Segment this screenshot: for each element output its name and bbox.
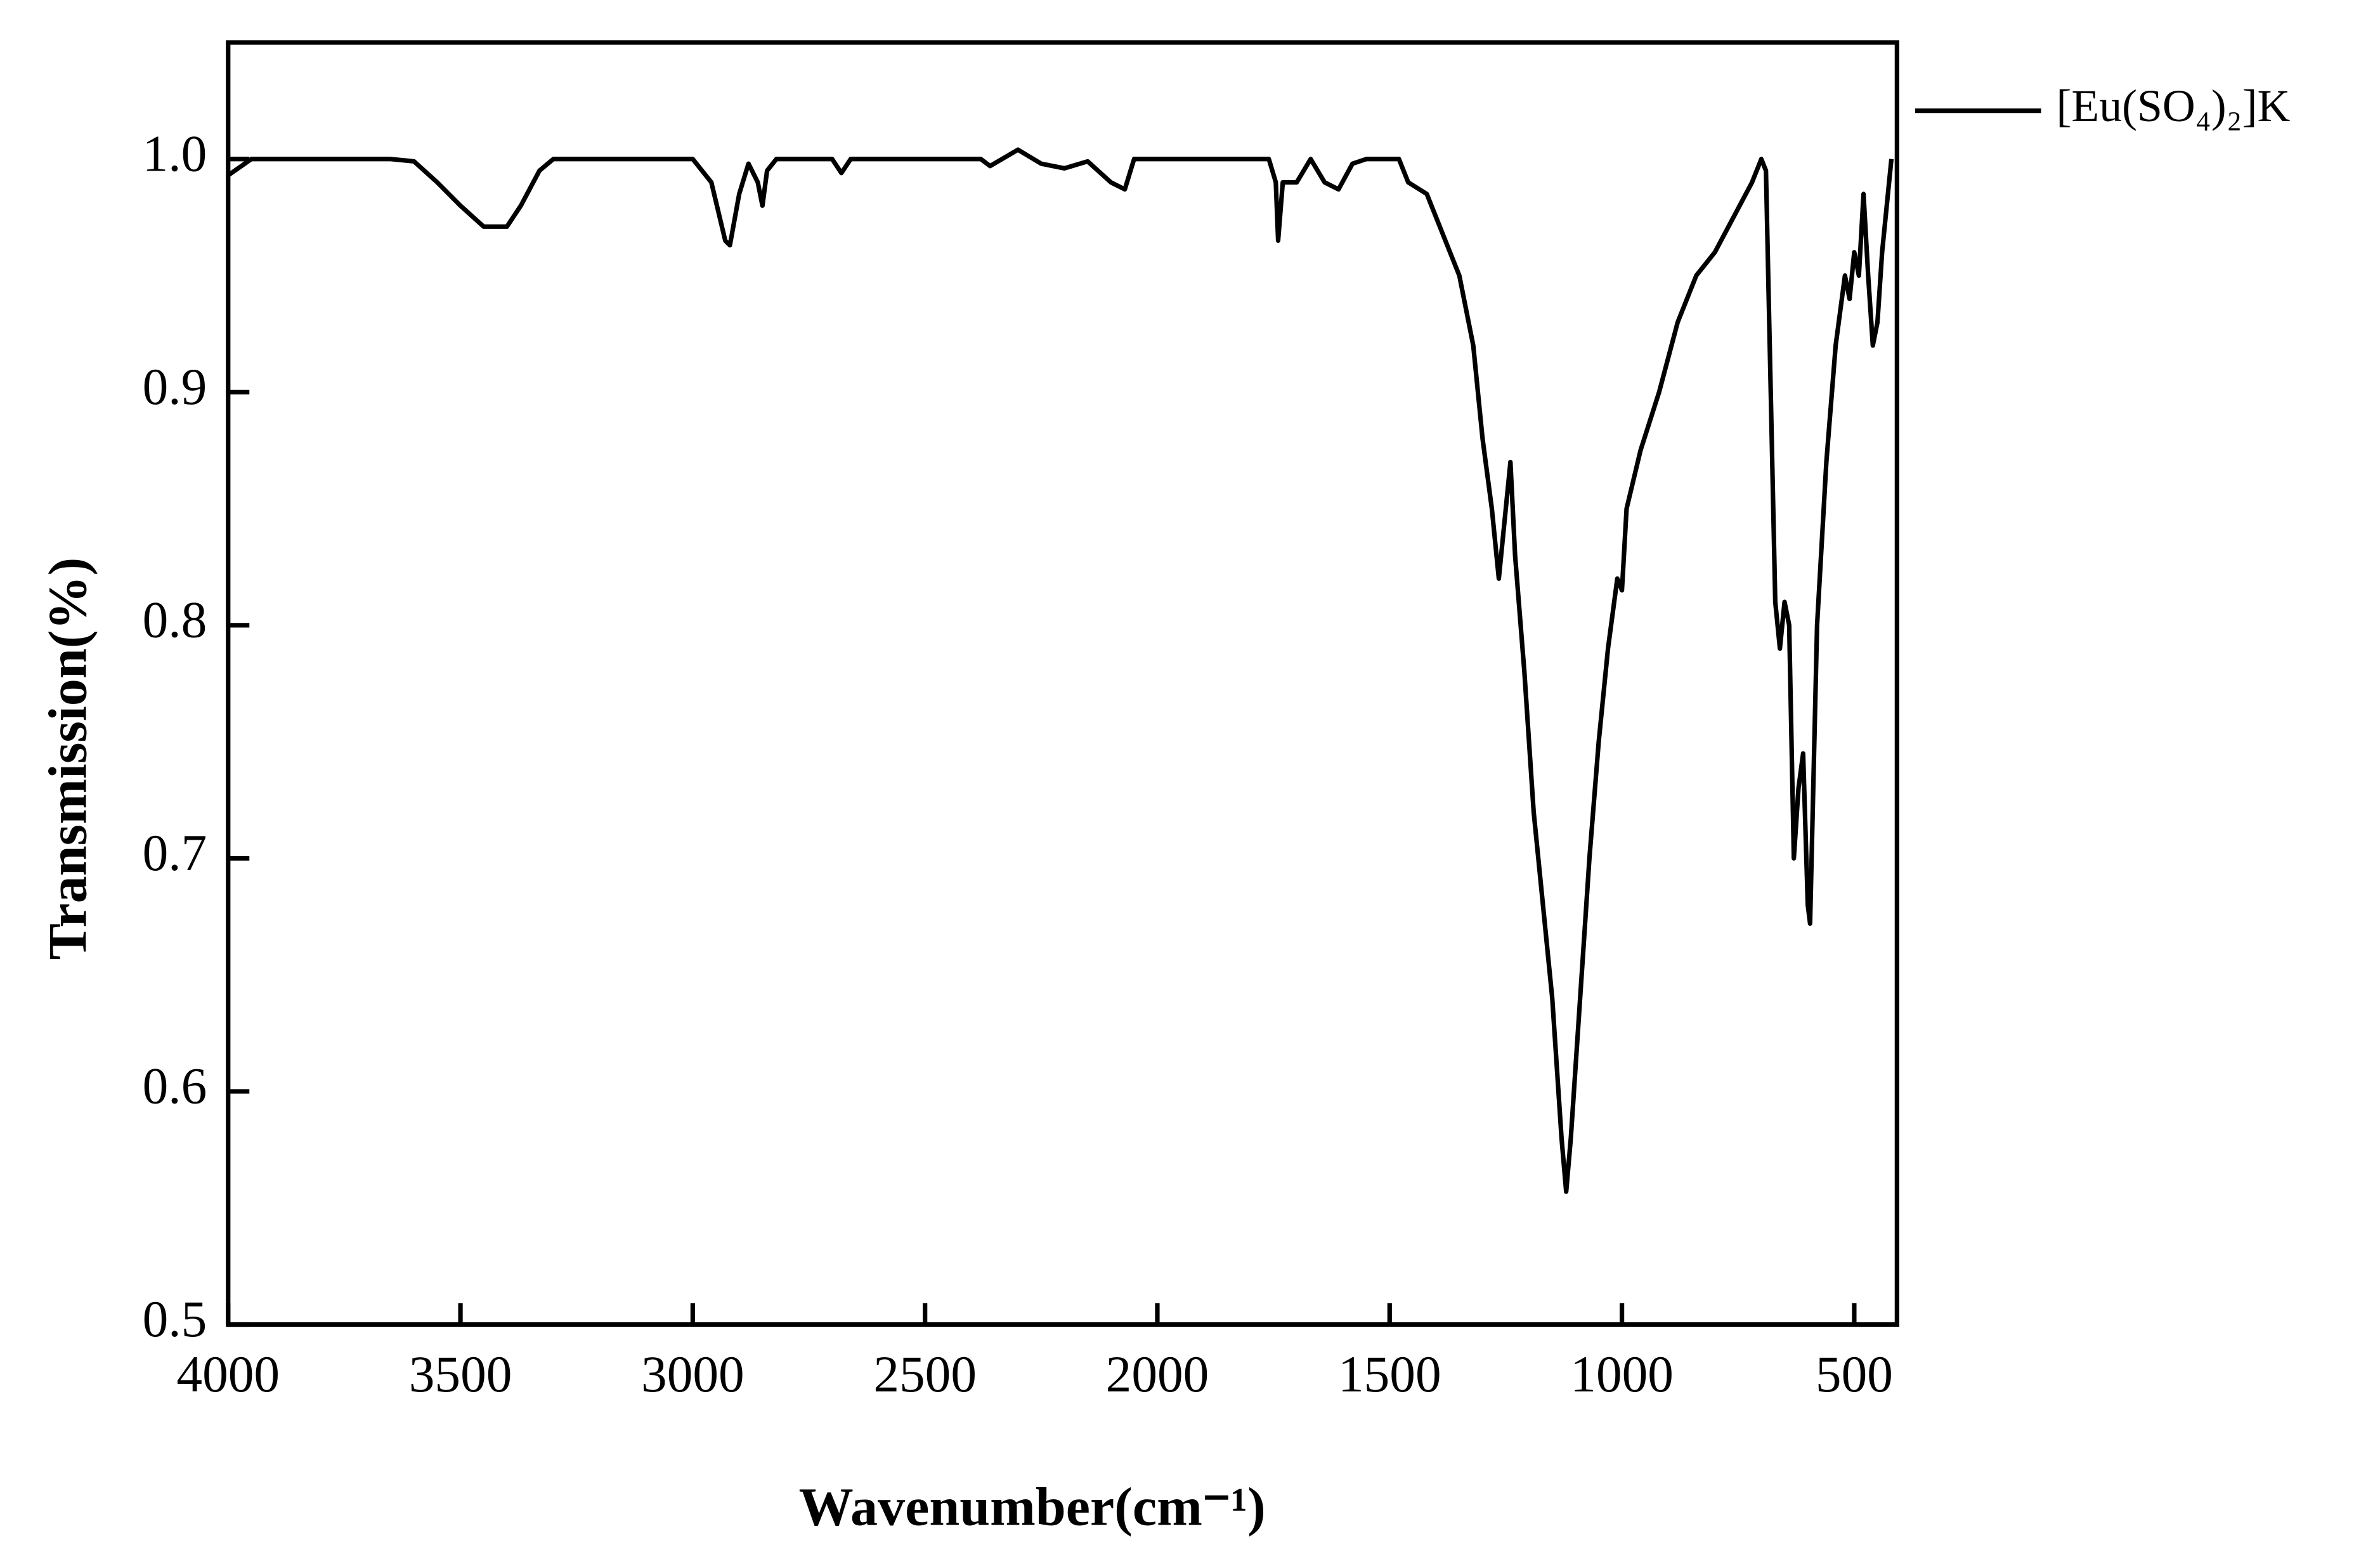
spectrum-line bbox=[226, 147, 1894, 1194]
legend-label: [Eu(SO₄)₂]K bbox=[2057, 81, 2291, 131]
x-tick-label: 2000 bbox=[1106, 1346, 1209, 1403]
y-tick-label: 0.9 bbox=[143, 358, 207, 415]
x-tick-label: 4000 bbox=[176, 1346, 280, 1403]
x-tick-label: 3000 bbox=[641, 1346, 745, 1403]
y-tick-label: 0.5 bbox=[143, 1291, 207, 1348]
y-tick-label: 1.0 bbox=[143, 125, 207, 182]
x-tick-label: 500 bbox=[1816, 1346, 1893, 1403]
x-tick-label: 3500 bbox=[409, 1346, 512, 1403]
y-axis-label: Transmission(%) bbox=[37, 557, 98, 960]
plot-frame bbox=[226, 40, 1899, 1327]
x-tick-label: 1000 bbox=[1570, 1346, 1674, 1403]
y-tick-label: 0.6 bbox=[143, 1058, 207, 1115]
y-tick-label: 0.7 bbox=[143, 824, 207, 882]
x-tick-label: 1500 bbox=[1338, 1346, 1441, 1403]
x-tick-label: 2500 bbox=[873, 1346, 977, 1403]
y-tick-label: 0.8 bbox=[143, 592, 207, 649]
x-axis-label: Wavenumber(cm⁻¹) bbox=[799, 1476, 1266, 1537]
